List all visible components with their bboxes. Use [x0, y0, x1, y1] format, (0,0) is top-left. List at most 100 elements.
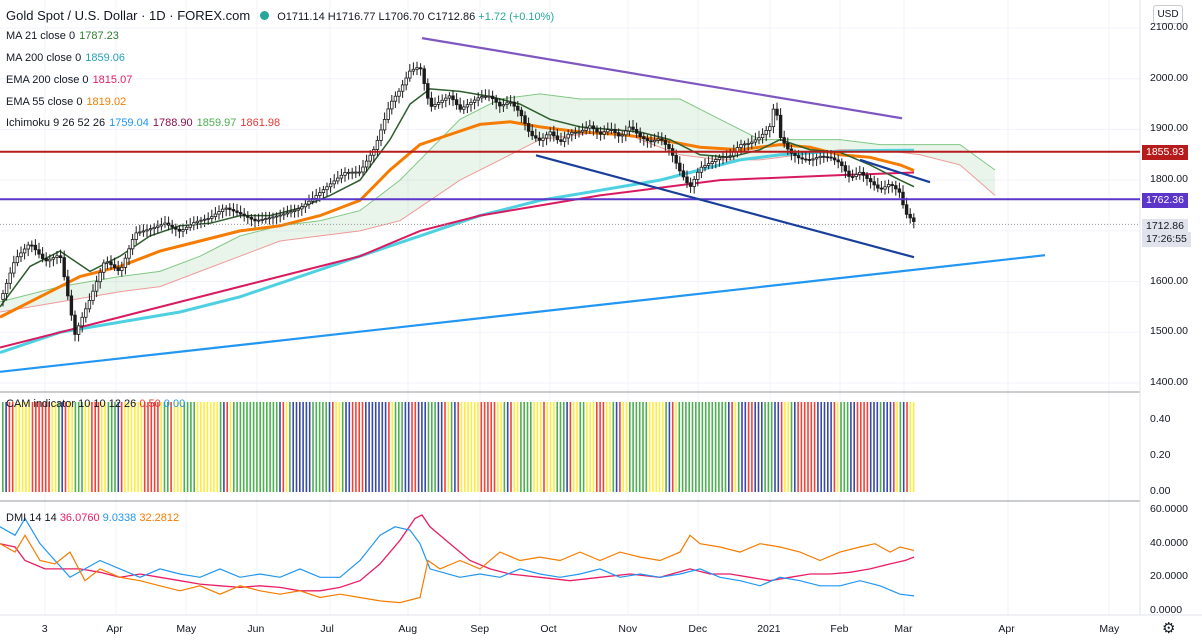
candle-body	[692, 179, 696, 187]
price-tick-label: 1500.00	[1150, 325, 1188, 338]
candle-body	[620, 134, 624, 137]
candle-body	[339, 174, 344, 179]
cam-bar	[398, 402, 400, 492]
cam-bar	[308, 402, 311, 492]
currency-button[interactable]: USD	[1153, 5, 1183, 24]
candle-body	[793, 152, 797, 156]
candle-body	[616, 132, 621, 137]
candle-body	[224, 207, 228, 210]
cam-bar	[143, 402, 146, 492]
horizontal-levels[interactable]	[0, 150, 1140, 225]
time-tick-label: Nov	[618, 623, 638, 635]
cam-bar	[655, 402, 657, 492]
candle-body	[278, 214, 282, 217]
candle-body	[908, 213, 912, 219]
cam-bar	[556, 402, 558, 492]
candle-body	[746, 143, 750, 145]
candle-body	[332, 180, 336, 185]
candle-body	[15, 256, 20, 264]
cam-bar	[140, 402, 143, 492]
candle-body	[588, 125, 592, 129]
symbol-title[interactable]: Gold Spot / U.S. Dollar · 1D · FOREX.com	[6, 8, 251, 23]
candle-body	[674, 154, 678, 164]
cam-bar	[114, 402, 116, 492]
cam-bar	[731, 402, 733, 492]
legend-ma21[interactable]: MA 21 close 0 1787.23	[6, 30, 119, 42]
candle-body	[627, 126, 632, 132]
cam-bar	[863, 402, 865, 492]
gear-icon[interactable]: ⚙	[1162, 620, 1176, 637]
legend-cam[interactable]: CAM indicator 10 10 12 26 0.50 0.00	[6, 398, 186, 410]
candle-body	[685, 176, 689, 184]
cam-bar	[820, 402, 822, 492]
cam-bar	[437, 402, 440, 492]
candle-body	[289, 211, 293, 214]
candle-body	[775, 108, 779, 116]
cam-bar	[764, 402, 766, 492]
candle-body	[483, 95, 488, 98]
candle-body	[231, 209, 236, 212]
cam-bar	[272, 402, 275, 492]
cam-bar	[500, 402, 502, 492]
cam-bar	[302, 402, 304, 492]
cam-bar	[843, 402, 846, 492]
candle-body	[778, 114, 783, 138]
candle-body	[454, 99, 459, 106]
cam-bar	[889, 402, 892, 492]
cam-bar	[589, 402, 591, 492]
cam-bar	[619, 402, 621, 492]
trendlines[interactable]	[0, 37, 1046, 373]
cam-bar	[490, 402, 492, 492]
candle-body	[202, 218, 207, 221]
time-tick-label: Apr	[106, 623, 123, 635]
candle-body	[318, 192, 322, 196]
cam-bar	[480, 402, 483, 492]
cam-bar	[345, 402, 347, 492]
cam-bar	[252, 402, 255, 492]
cam-bar	[157, 402, 159, 492]
candle-body	[94, 281, 99, 292]
cam-bar	[450, 402, 453, 492]
candle-body	[462, 106, 466, 110]
cam-bar	[335, 402, 337, 492]
candle-body	[375, 140, 380, 150]
candle-body	[840, 161, 844, 167]
cam-bar	[622, 402, 624, 492]
cam-bar	[780, 402, 783, 492]
cam-bar	[602, 402, 605, 492]
cam-bar	[906, 402, 908, 492]
candle-body	[379, 129, 383, 141]
candle-body	[480, 96, 484, 99]
legend-ma200[interactable]: MA 200 close 0 1859.06	[6, 52, 125, 64]
legend-ema200[interactable]: EMA 200 close 0 1815.07	[6, 74, 133, 86]
candle-body	[699, 166, 704, 173]
cam-bar	[424, 402, 426, 492]
candle-body	[656, 138, 660, 141]
candle-body	[584, 127, 588, 131]
cam-bar	[912, 402, 915, 492]
candle-body	[469, 101, 473, 106]
candle-body	[123, 257, 128, 268]
candle-body	[768, 126, 772, 131]
cam-bar	[440, 402, 443, 492]
candle-body	[105, 261, 110, 264]
dmi-lines	[0, 514, 915, 604]
cam-bar	[21, 402, 24, 492]
candle-body	[109, 261, 113, 266]
legend-ichimoku[interactable]: Ichimoku 9 26 52 26 1759.04 1788.90 1859.97…	[6, 117, 281, 129]
dmi-tick-label: 20.0000	[1150, 570, 1188, 583]
legend-ema55[interactable]: EMA 55 close 0 1819.02	[6, 96, 127, 108]
candle-body	[321, 189, 326, 194]
cam-bar	[883, 402, 885, 492]
symbol-header[interactable]: Gold Spot / U.S. Dollar · 1D · FOREX.com…	[6, 8, 554, 23]
candle-body	[300, 206, 304, 210]
cam-bar	[767, 402, 770, 492]
legend-dmi[interactable]: DMI 14 14 36.0760 9.0338 32.2812	[6, 512, 180, 524]
price-tick-label: 1800.00	[1150, 173, 1188, 186]
candle-body	[1, 293, 5, 300]
candle-body	[494, 98, 498, 103]
candle-body	[422, 68, 426, 84]
cam-bar	[704, 402, 707, 492]
candle-body	[87, 300, 92, 310]
